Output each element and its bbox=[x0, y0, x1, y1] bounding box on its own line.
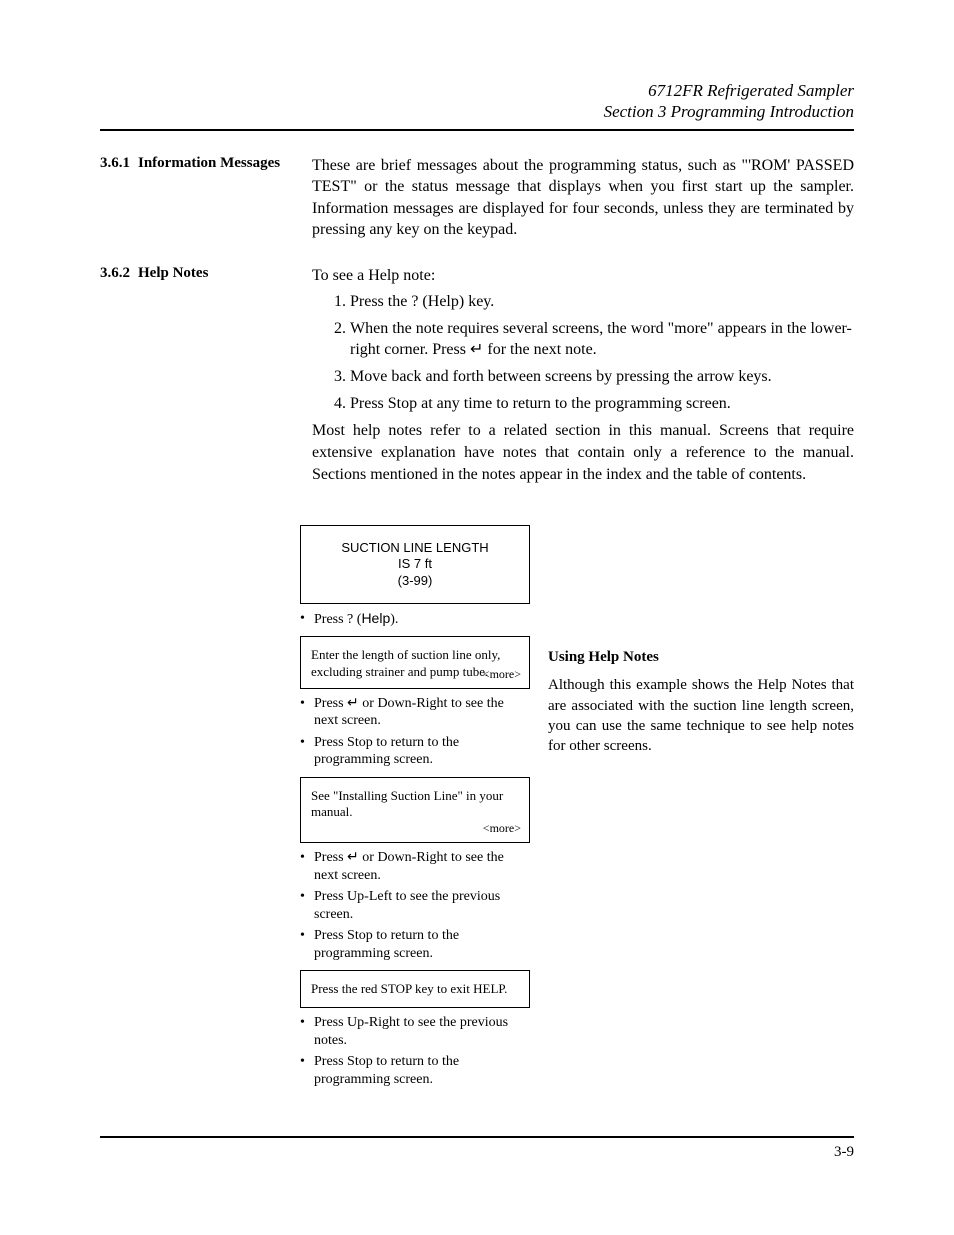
page-number: 3-9 bbox=[100, 1144, 854, 1161]
instruction-3c: Press Stop to return to the programming … bbox=[300, 927, 530, 962]
screen2-text: Enter the length of suction line only, e… bbox=[311, 647, 500, 678]
screen-suction-line-length: SUCTION LINE LENGTH IS 7 ft (3-99) bbox=[300, 525, 530, 604]
section-3-6-2-num: 3.6.2 bbox=[100, 265, 130, 282]
instruction-3a: Press ↵ or Down-Right to see the next sc… bbox=[300, 849, 530, 884]
help-step-4: Press Stop at any time to return to the … bbox=[350, 394, 854, 415]
instructions-1: Press ? (Help). bbox=[300, 610, 530, 629]
section-3-6-1-body: These are brief messages about the progr… bbox=[312, 155, 854, 247]
sidebar-body: Although this example shows the Help Not… bbox=[548, 675, 854, 756]
header-line2: Section 3 Programming Introduction bbox=[100, 101, 854, 122]
section-3-6-1-title: Information Messages bbox=[138, 155, 280, 171]
footer-rule bbox=[100, 1136, 854, 1138]
help-step-3: Move back and forth between screens by p… bbox=[350, 367, 854, 388]
instruction-4b: Press Stop to return to the programming … bbox=[300, 1053, 530, 1088]
section-3-6-1: 3.6.1 Information Messages These are brie… bbox=[100, 155, 854, 247]
screen1-line2: IS 7 ft bbox=[311, 556, 519, 572]
section-3-6-2-title: Help Notes bbox=[138, 265, 208, 281]
more-indicator-2: <more> bbox=[483, 821, 521, 836]
section-3-6-1-label: 3.6.1 Information Messages bbox=[100, 155, 312, 247]
help-step-1: Press the ? (Help) key. bbox=[350, 292, 854, 313]
screen1-line3: (3-99) bbox=[311, 573, 519, 589]
help-steps-list: Press the ? (Help) key. When the note re… bbox=[312, 292, 854, 414]
instruction-press-help: Press ? (Help). bbox=[300, 610, 530, 629]
header-line1: 6712FR Refrigerated Sampler bbox=[100, 80, 854, 101]
instruction-2b: Press Stop to return to the programming … bbox=[300, 734, 530, 769]
section-3-6-2-label: 3.6.2 Help Notes bbox=[100, 265, 312, 491]
help-notes-diagram: SUCTION LINE LENGTH IS 7 ft (3-99) Press… bbox=[300, 525, 854, 1096]
instruction-3b: Press Up-Left to see the previous screen… bbox=[300, 888, 530, 923]
help-step-2: When the note requires several screens, … bbox=[350, 319, 854, 361]
section-3-6-2: 3.6.2 Help Notes To see a Help note: Pres… bbox=[100, 265, 854, 491]
section-3-6-1-text: These are brief messages about the progr… bbox=[312, 155, 854, 241]
header-rule bbox=[100, 129, 854, 131]
sidebar-heading: Using Help Notes bbox=[548, 647, 854, 667]
using-help-notes-sidebar: Using Help Notes Although this example s… bbox=[548, 525, 854, 1096]
screen4-text: Press the red STOP key to exit HELP. bbox=[311, 981, 507, 996]
screen-press-stop: Press the red STOP key to exit HELP. bbox=[300, 970, 530, 1008]
screen-see-manual: See "Installing Suction Line" in your ma… bbox=[300, 777, 530, 844]
screen-enter-length: Enter the length of suction line only, e… bbox=[300, 636, 530, 689]
running-header: 6712FR Refrigerated Sampler Section 3 Pr… bbox=[100, 80, 854, 123]
instructions-2: Press ↵ or Down-Right to see the next sc… bbox=[300, 695, 530, 769]
instructions-3: Press ↵ or Down-Right to see the next sc… bbox=[300, 849, 530, 962]
section-3-6-2-outro: Most help notes refer to a related secti… bbox=[312, 420, 854, 485]
screen1-line1: SUCTION LINE LENGTH bbox=[311, 540, 519, 556]
section-3-6-2-body: To see a Help note: Press the ? (Help) k… bbox=[312, 265, 854, 491]
section-3-6-1-num: 3.6.1 bbox=[100, 155, 130, 172]
instructions-4: Press Up-Right to see the previous notes… bbox=[300, 1014, 530, 1088]
diagram-left-column: SUCTION LINE LENGTH IS 7 ft (3-99) Press… bbox=[300, 525, 530, 1096]
instruction-4a: Press Up-Right to see the previous notes… bbox=[300, 1014, 530, 1049]
section-3-6-2-intro: To see a Help note: bbox=[312, 265, 854, 287]
screen3-text: See "Installing Suction Line" in your ma… bbox=[311, 788, 503, 819]
instruction-2a: Press ↵ or Down-Right to see the next sc… bbox=[300, 695, 530, 730]
more-indicator-1: <more> bbox=[483, 667, 521, 682]
